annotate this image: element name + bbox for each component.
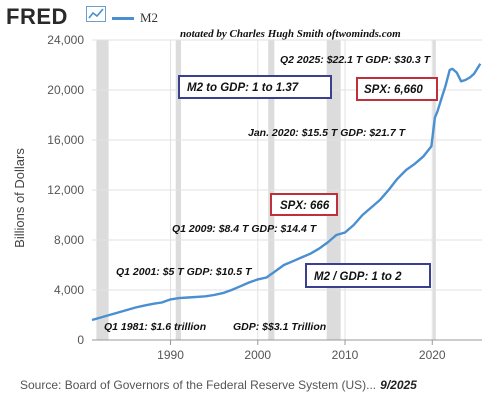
annotation-jan-2020: Jan. 2020: $15.5 T GDP: $21.7 T [248, 127, 407, 139]
annotation-box-m2-gdp-137 [178, 75, 332, 99]
y-tick-label-2: 8,000 [54, 233, 84, 247]
annotation-box-spx-6660 [356, 77, 438, 101]
chart-footer: Source: Board of Governors of the Federa… [20, 378, 417, 392]
annotation-m2-gdp-137: M2 to GDP: 1 to 1.37 [187, 82, 299, 94]
annotation-box-m2-gdp-2 [305, 263, 431, 288]
y-tick-label-4: 16,000 [47, 133, 84, 147]
notation-credit: notated by Charles Hugh Smith oftwominds… [180, 28, 401, 40]
trend-chart-icon [86, 6, 106, 22]
annotation-gdp-1981: GDP: $$3.1 Trillion [233, 321, 326, 333]
x-tick-label-2: 2010 [332, 348, 359, 362]
legend-swatch-m2 [112, 17, 134, 20]
y-tick-label-1: 4,000 [54, 283, 84, 297]
x-tick-label-0: 1990 [157, 348, 184, 362]
legend-label-m2: M2 [140, 10, 159, 25]
y-tick-label-3: 12,000 [47, 183, 84, 197]
m2-series-line [91, 63, 482, 322]
annotation-q1-1981: Q1 1981: $1.6 trillion [104, 321, 206, 333]
source-text: Source: Board of Governors of the Federa… [20, 378, 377, 392]
y-tick-label-5: 20,000 [47, 83, 84, 97]
x-tick-label-3: 2020 [419, 348, 446, 362]
annotation-q1-2001: Q1 2001: $5 T GDP: $10.5 T [116, 266, 253, 278]
x-tick-label-1: 2000 [244, 348, 271, 362]
annotation-q1-2009: Q1 2009: $8.4 T GDP: $14.4 T [172, 223, 318, 235]
y-axis-label: Billions of Dollars [12, 148, 27, 248]
annotation-spx-666: SPX: 666 [280, 200, 330, 212]
y-tick-label-6: 24,000 [47, 33, 84, 47]
footer-date: 9/2025 [380, 378, 417, 392]
annotation-m2-gdp-2: M2 / GDP: 1 to 2 [314, 271, 402, 283]
annotation-q2-2025: Q2 2025: $22.1 T GDP: $30.3 T [280, 54, 432, 66]
y-tick-label-0: 0 [77, 333, 84, 347]
fred-logo: FRED [6, 4, 68, 29]
annotation-box-spx-666 [270, 193, 338, 216]
annotation-spx-6660: SPX: 6,660 [364, 84, 423, 96]
